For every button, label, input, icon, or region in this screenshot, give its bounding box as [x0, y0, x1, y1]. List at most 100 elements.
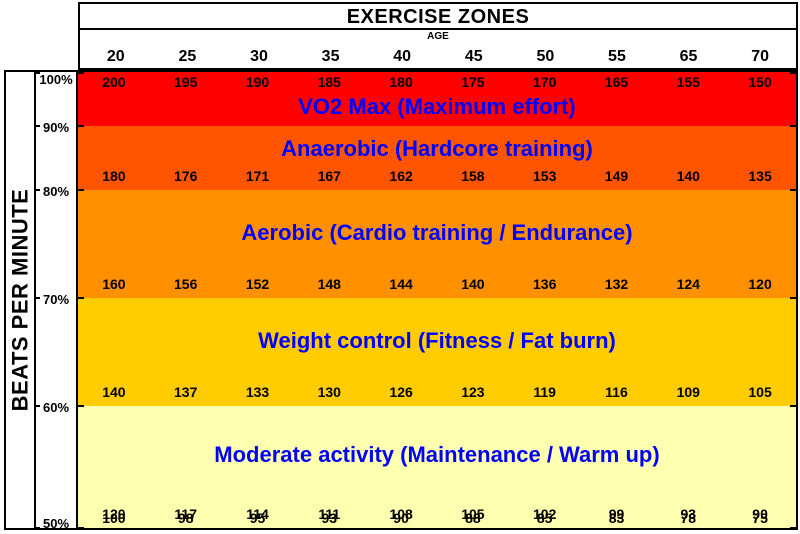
bpm-value: 140: [437, 276, 509, 292]
bpm-value: 150: [724, 74, 796, 90]
age-header-cell: 20: [80, 44, 152, 68]
bpm-value: 75: [724, 510, 796, 526]
tick: [790, 527, 796, 529]
bpm-value: 95: [222, 510, 294, 526]
tick: [790, 72, 796, 74]
bpm-value: 160: [78, 276, 150, 292]
bottom-value-row: 100989593908885837875: [78, 510, 796, 526]
tick: [790, 189, 796, 191]
zone-value-row: 140137133130126123119116109105: [78, 384, 796, 400]
age-header-cell: 35: [295, 44, 367, 68]
zone-label: Aerobic (Cardio training / Endurance): [78, 220, 796, 246]
bpm-value: 120: [724, 276, 796, 292]
bpm-value: 105: [724, 384, 796, 400]
age-header-cell: 65: [653, 44, 725, 68]
bpm-value: 130: [293, 384, 365, 400]
zones-panel: 200195190185180175170165155150VO2 Max (M…: [78, 70, 798, 530]
age-header-cell: 55: [581, 44, 653, 68]
age-header-cell: 30: [223, 44, 295, 68]
bpm-value: 123: [437, 384, 509, 400]
bpm-value: 78: [652, 510, 724, 526]
percent-label: 100%: [36, 72, 76, 87]
age-axis-label: AGE: [78, 30, 798, 44]
bpm-value: 126: [365, 384, 437, 400]
zone-label: Moderate activity (Maintenance / Warm up…: [78, 442, 796, 468]
zone-label: VO2 Max (Maximum effort): [78, 94, 796, 120]
bpm-axis-text: BEATS PER MINUTE: [7, 189, 33, 412]
bpm-value: 153: [509, 168, 581, 184]
percent-label: 90%: [36, 120, 76, 135]
percent-column: 100% 90% 80% 70% 60% 50%: [36, 70, 78, 530]
bpm-value: 93: [293, 510, 365, 526]
zone-2: 160156152148144140136132124120 Aerobic (C…: [78, 190, 796, 298]
zone-0: 200195190185180175170165155150 VO2 Max (M…: [78, 72, 796, 126]
bpm-value: 200: [78, 74, 150, 90]
zone-1: 180176171167162158153149140135 Anaerobic …: [78, 126, 796, 190]
percent-label: 60%: [36, 400, 76, 415]
bpm-value: 149: [581, 168, 653, 184]
bpm-value: 124: [652, 276, 724, 292]
tick: [78, 125, 84, 127]
bpm-value: 98: [150, 510, 222, 526]
age-header-cell: 25: [152, 44, 224, 68]
bpm-value: 144: [365, 276, 437, 292]
bpm-value: 158: [437, 168, 509, 184]
bpm-value: 155: [652, 74, 724, 90]
bpm-value: 180: [365, 74, 437, 90]
bpm-value: 195: [150, 74, 222, 90]
zone-value-row: 160156152148144140136132124120: [78, 276, 796, 292]
tick: [78, 405, 84, 407]
age-header-cell: 45: [438, 44, 510, 68]
percent-label: 70%: [36, 292, 76, 307]
tick: [78, 297, 84, 299]
bpm-value: 137: [150, 384, 222, 400]
bpm-value: 190: [222, 74, 294, 90]
bpm-value: 176: [150, 168, 222, 184]
bpm-value: 88: [437, 510, 509, 526]
tick: [790, 125, 796, 127]
age-header-cell: 70: [724, 44, 796, 68]
bpm-value: 133: [222, 384, 294, 400]
bpm-value: 175: [437, 74, 509, 90]
percent-label: 50%: [36, 516, 76, 531]
age-header-cell: 40: [366, 44, 438, 68]
bpm-value: 167: [293, 168, 365, 184]
percent-label: 80%: [36, 184, 76, 199]
zone-3: 140137133130126123119116109105 Weight con…: [78, 298, 796, 406]
bpm-value: 152: [222, 276, 294, 292]
bpm-axis-label: BEATS PER MINUTE: [4, 70, 36, 530]
bpm-value: 170: [509, 74, 581, 90]
bpm-value: 140: [652, 168, 724, 184]
bpm-value: 185: [293, 74, 365, 90]
bpm-value: 119: [509, 384, 581, 400]
chart-title: EXERCISE ZONES: [78, 2, 798, 30]
tick: [78, 189, 84, 191]
bpm-value: 156: [150, 276, 222, 292]
zone-value-row: 200195190185180175170165155150: [78, 74, 796, 90]
bpm-value: 132: [581, 276, 653, 292]
zone-label: Weight control (Fitness / Fat burn): [78, 328, 796, 354]
tick: [790, 297, 796, 299]
bpm-value: 171: [222, 168, 294, 184]
bpm-value: 90: [365, 510, 437, 526]
zone-value-row: 180176171167162158153149140135: [78, 168, 796, 184]
tick: [790, 405, 796, 407]
bpm-value: 165: [581, 74, 653, 90]
bpm-value: 162: [365, 168, 437, 184]
bpm-value: 180: [78, 168, 150, 184]
bpm-value: 83: [581, 510, 653, 526]
age-header-cell: 50: [510, 44, 582, 68]
bpm-value: 148: [293, 276, 365, 292]
bpm-value: 109: [652, 384, 724, 400]
zone-label: Anaerobic (Hardcore training): [78, 136, 796, 162]
bpm-value: 140: [78, 384, 150, 400]
age-header-row: 20253035404550556570: [78, 44, 798, 70]
bpm-value: 135: [724, 168, 796, 184]
tick: [78, 72, 84, 74]
bpm-value: 136: [509, 276, 581, 292]
bpm-value: 100: [78, 510, 150, 526]
bpm-value: 116: [581, 384, 653, 400]
bpm-value: 85: [509, 510, 581, 526]
exercise-zones-chart: EXERCISE ZONES AGE 20253035404550556570 …: [0, 0, 800, 534]
tick: [78, 527, 84, 529]
